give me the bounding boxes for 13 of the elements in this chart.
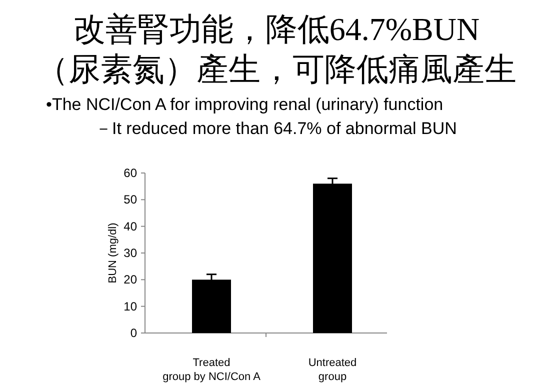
chart-title: 改善腎功能，降低64.7%BUN （尿素氮）產生，可降低痛風產生	[36, 11, 516, 87]
y-tick-label: 20	[124, 272, 138, 287]
x-tick-label: Treated group by NCI/Con A	[162, 357, 262, 383]
y-tick-label: 0	[130, 326, 138, 340]
chart-subtitle: •The NCI/Con A for improving renal (urinary) function	[46, 95, 444, 114]
y-tick-label: 30	[124, 246, 138, 260]
x-tick-label: Untreated group	[308, 357, 357, 383]
y-tick-label: 10	[124, 299, 138, 314]
y-axis-title: BUN (mg/dl)	[107, 222, 119, 284]
text: －It reduced more than 64.7% of abnormal BUN	[95, 119, 457, 138]
y-tick-label: 40	[124, 219, 138, 234]
y-tick-label: 50	[124, 192, 138, 207]
y-tick-label: 60	[124, 166, 138, 180]
